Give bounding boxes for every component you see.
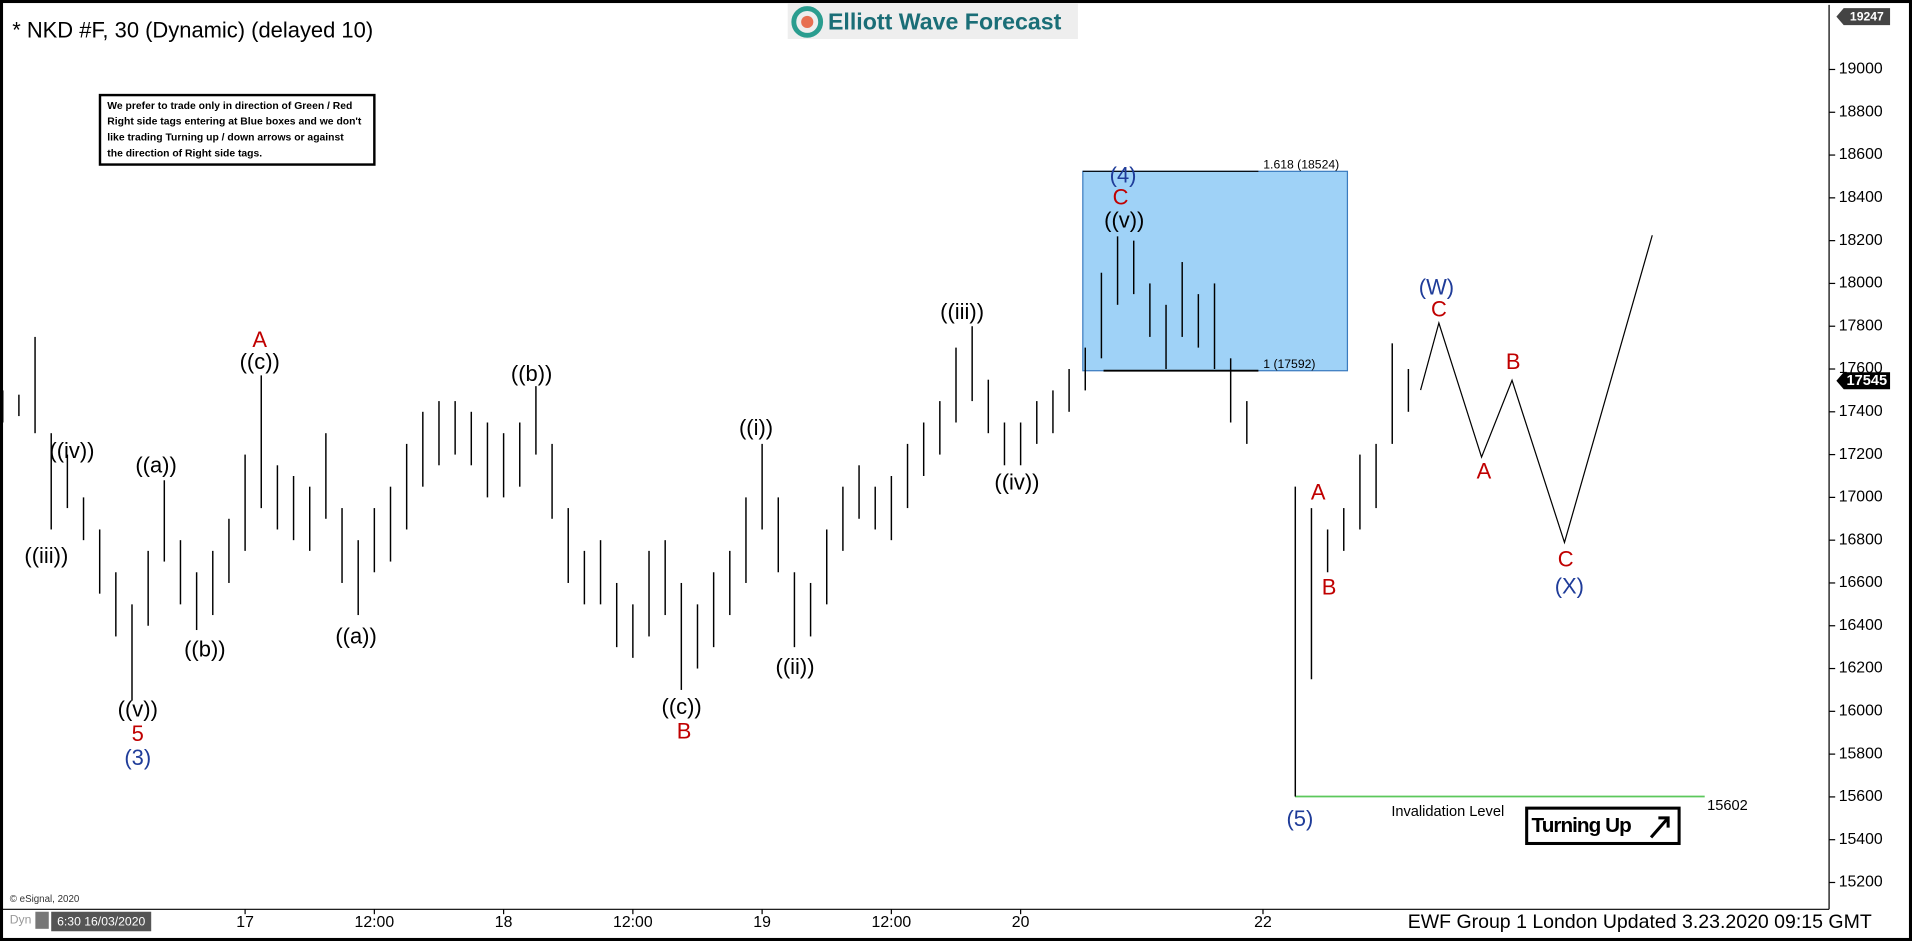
price-axis-area <box>1829 4 1908 910</box>
y-tick-label: 18200 <box>1839 232 1883 249</box>
logo-icon <box>801 15 814 29</box>
wave-label: ((iii)) <box>940 299 984 324</box>
logo-text: Elliott Wave Forecast <box>828 8 1062 34</box>
y-tick-label: 16600 <box>1839 574 1883 591</box>
wave-label: ((ii)) <box>776 654 815 679</box>
top-price-tag-bg <box>1836 8 1891 26</box>
logo-icon <box>791 6 824 38</box>
wave-label: B <box>677 718 692 743</box>
wave-label: A <box>252 327 267 352</box>
fib-label: 1 (17592) <box>1263 357 1315 371</box>
y-tick-label: 18600 <box>1839 146 1883 163</box>
wave-label: C <box>1431 297 1447 322</box>
x-tick-label: 20 <box>1012 914 1030 931</box>
fib-label: 1.618 (18524) <box>1263 157 1339 171</box>
y-tick-label: 19000 <box>1839 61 1883 78</box>
wave-label: (4) <box>1110 163 1137 188</box>
invalidation-value: 15602 <box>1707 798 1748 814</box>
chart-title: * NKD #F, 30 (Dynamic) (delayed 10) <box>12 17 373 42</box>
wave-label: ((c)) <box>240 349 280 374</box>
wave-label: ((b)) <box>184 637 225 662</box>
y-tick-label: 15200 <box>1839 874 1883 891</box>
wave-label: B <box>1506 349 1521 374</box>
y-tick-label: 16200 <box>1839 660 1883 677</box>
wave-label: ((i)) <box>739 415 773 440</box>
signal-arrow <box>1649 816 1670 839</box>
projection-path <box>1419 235 1653 545</box>
y-tick-label: 17000 <box>1839 489 1883 506</box>
wave-label: (W) <box>1419 275 1454 300</box>
wave-label: B <box>1322 575 1337 600</box>
wave-label: A <box>1477 459 1492 484</box>
y-tick-label: 16400 <box>1839 617 1883 634</box>
logo: Elliott Wave Forecast <box>787 3 1078 40</box>
wave-label: (3) <box>124 745 151 770</box>
wave-label: ((iv)) <box>994 470 1039 495</box>
mode-icon <box>35 911 49 929</box>
copyright: © eSignal, 2020 <box>10 894 80 905</box>
y-tick-label: 17400 <box>1839 403 1883 420</box>
note-line: like trading Turning up / down arrows or… <box>107 132 344 143</box>
x-tick-label: 19 <box>753 914 771 931</box>
date-box <box>51 911 152 932</box>
wave-label: ((v)) <box>1104 208 1144 233</box>
note-line: We prefer to trade only in direction of … <box>107 101 352 112</box>
note-box: We prefer to trade only in direction of … <box>98 93 376 166</box>
wave-label: ((c)) <box>662 694 702 719</box>
y-tick-label: 18800 <box>1839 103 1883 120</box>
x-tick-label: 18 <box>495 914 513 931</box>
y-tick-label: 15600 <box>1839 788 1883 805</box>
signal-text: Turning Up <box>1532 814 1632 837</box>
y-tick-label: 18400 <box>1839 189 1883 206</box>
y-tick-label: 17200 <box>1839 446 1883 463</box>
x-tick-label: 12:00 <box>872 914 912 931</box>
y-tick-label: 15400 <box>1839 831 1883 848</box>
logo-background <box>787 3 1078 40</box>
wave-label: ((a)) <box>335 623 376 648</box>
wave-label: (X) <box>1555 573 1584 598</box>
wave-label: ((b)) <box>511 361 552 386</box>
y-tick-label: 16000 <box>1839 703 1883 720</box>
last-price-tag-bg <box>1836 372 1891 390</box>
last-price-tag: 17545 <box>1847 373 1888 389</box>
x-tick-label: 12:00 <box>355 914 395 931</box>
note-frame <box>98 93 376 166</box>
y-tick-label: 18000 <box>1839 275 1883 292</box>
wave-label: A <box>1311 479 1326 504</box>
wave-label: ((iv)) <box>49 438 94 463</box>
y-tick-label: 15800 <box>1839 745 1883 762</box>
y-tick-label: 17800 <box>1839 317 1883 334</box>
note-line: the direction of Right side tags. <box>107 148 262 159</box>
y-tick-label: 16800 <box>1839 531 1883 548</box>
wave-label: 5 <box>132 721 144 746</box>
date-label: 6:30 16/03/2020 <box>57 914 145 928</box>
wave-label: C <box>1558 546 1574 571</box>
wave-label: (5) <box>1286 806 1313 831</box>
wave-label: ((v)) <box>118 696 158 721</box>
signal-box: Turning Up <box>1525 806 1681 846</box>
x-tick-label: 22 <box>1254 914 1272 931</box>
x-tick-label: 17 <box>236 914 254 931</box>
wave-label: C <box>1113 184 1129 209</box>
top-price-tag: 19247 <box>1850 9 1884 23</box>
x-tick-label: 12:00 <box>613 914 653 931</box>
footer: EWF Group 1 London Updated 3.23.2020 09:… <box>1408 911 1872 933</box>
signal-frame <box>1525 806 1681 846</box>
mode-label: Dyn <box>10 912 32 926</box>
wave-label: ((iii)) <box>24 543 68 568</box>
wave-label: ((a)) <box>135 453 176 478</box>
invalidation-label: Invalidation Level <box>1391 804 1504 820</box>
note-line: Right side tags entering at Blue boxes a… <box>107 117 362 128</box>
